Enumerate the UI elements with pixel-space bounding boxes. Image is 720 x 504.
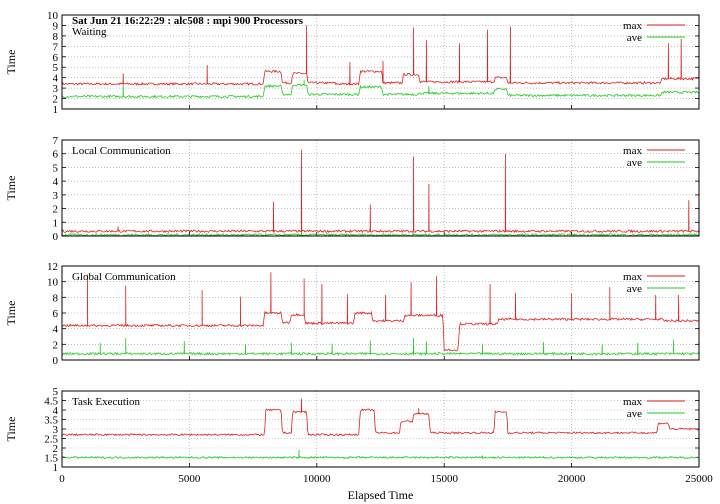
y-tick-label: 3 bbox=[53, 190, 59, 202]
y-tick-label: 4 bbox=[53, 73, 59, 85]
y-tick-label: 8 bbox=[53, 292, 59, 304]
y-tick-label: 10 bbox=[47, 277, 59, 289]
y-tick-label: 3 bbox=[53, 424, 59, 436]
y-tick-label: 1 bbox=[53, 217, 59, 229]
series-line-max bbox=[61, 25, 700, 86]
series-line-max bbox=[61, 272, 700, 352]
legend-label-ave: ave bbox=[627, 408, 642, 420]
plot-frame bbox=[61, 14, 700, 110]
x-tick-label: 20000 bbox=[558, 473, 586, 485]
y-tick-label: 1.5 bbox=[44, 453, 58, 465]
y-tick-label: 0 bbox=[53, 231, 59, 243]
legend-label-ave: ave bbox=[627, 32, 642, 44]
y-tick-label: 8 bbox=[53, 31, 59, 43]
x-tick-label: 0 bbox=[59, 473, 65, 485]
y-tick-label: 2.5 bbox=[44, 434, 58, 446]
y-tick-label: 4.5 bbox=[44, 396, 58, 408]
y-tick-label: 4 bbox=[53, 324, 59, 336]
x-tick-label: 10000 bbox=[303, 473, 331, 485]
y-tick-label: 12 bbox=[47, 261, 58, 273]
legend-label-ave: ave bbox=[627, 283, 642, 295]
y-tick-label: 0 bbox=[53, 355, 59, 367]
y-axis-label: Time bbox=[4, 301, 18, 326]
y-tick-label: 4 bbox=[53, 405, 59, 417]
y-tick-label: 5 bbox=[53, 162, 59, 174]
x-tick-label: 5000 bbox=[178, 473, 201, 485]
panel-title: Task Execution bbox=[72, 396, 140, 408]
legend-label-max: max bbox=[623, 145, 642, 157]
x-axis-label: Elapsed Time bbox=[348, 488, 414, 502]
y-tick-label: 3 bbox=[53, 83, 59, 95]
x-tick-label: 15000 bbox=[430, 473, 458, 485]
y-tick-label: 6 bbox=[53, 308, 59, 320]
figure-header: Sat Jun 21 16:22:29 : alc508 : mpi 900 P… bbox=[72, 15, 304, 27]
series-line-ave bbox=[61, 231, 700, 238]
y-tick-label: 5 bbox=[53, 386, 59, 398]
y-axis-label: Time bbox=[4, 176, 18, 201]
plot-frame bbox=[61, 265, 700, 361]
panel-4: 11.522.533.544.55 0 5000 10000 15000 20000 250… bbox=[4, 386, 713, 485]
y-tick-label: 1 bbox=[53, 462, 59, 474]
legend-label-max: max bbox=[623, 271, 642, 283]
panel-title: Waiting bbox=[72, 26, 107, 38]
y-tick-label: 6 bbox=[53, 149, 59, 161]
series-line-ave bbox=[61, 449, 700, 460]
legend-label-max: max bbox=[623, 396, 642, 408]
y-tick-label: 4 bbox=[53, 176, 59, 188]
plot-frame bbox=[61, 390, 700, 468]
y-tick-label: 2 bbox=[53, 204, 59, 216]
y-tick-label: 3.5 bbox=[44, 415, 58, 427]
y-tick-label: 2 bbox=[53, 94, 59, 106]
y-axis-label: Time bbox=[4, 50, 18, 75]
y-tick-label: 7 bbox=[53, 41, 59, 53]
y-tick-label: 2 bbox=[53, 339, 59, 351]
y-tick-label: 9 bbox=[53, 20, 59, 32]
legend-label-ave: ave bbox=[627, 157, 642, 169]
panel-title: Global Communication bbox=[72, 271, 176, 283]
legend-label-max: max bbox=[623, 20, 642, 32]
x-tick-label: 25000 bbox=[685, 473, 713, 485]
y-axis-label: Time bbox=[4, 417, 18, 442]
series-line-ave bbox=[61, 338, 700, 356]
y-tick-label: 6 bbox=[53, 52, 59, 64]
plot-frame bbox=[61, 139, 700, 237]
series-line-max bbox=[61, 149, 700, 234]
y-tick-label: 10 bbox=[47, 10, 59, 22]
series-line-max bbox=[61, 398, 700, 437]
y-tick-label: 7 bbox=[53, 135, 59, 147]
y-tick-label: 1 bbox=[53, 104, 59, 116]
series-line-ave bbox=[61, 79, 700, 99]
panel-title: Local Communication bbox=[72, 145, 171, 157]
y-tick-label: 5 bbox=[53, 62, 59, 74]
y-tick-label: 2 bbox=[53, 443, 59, 455]
